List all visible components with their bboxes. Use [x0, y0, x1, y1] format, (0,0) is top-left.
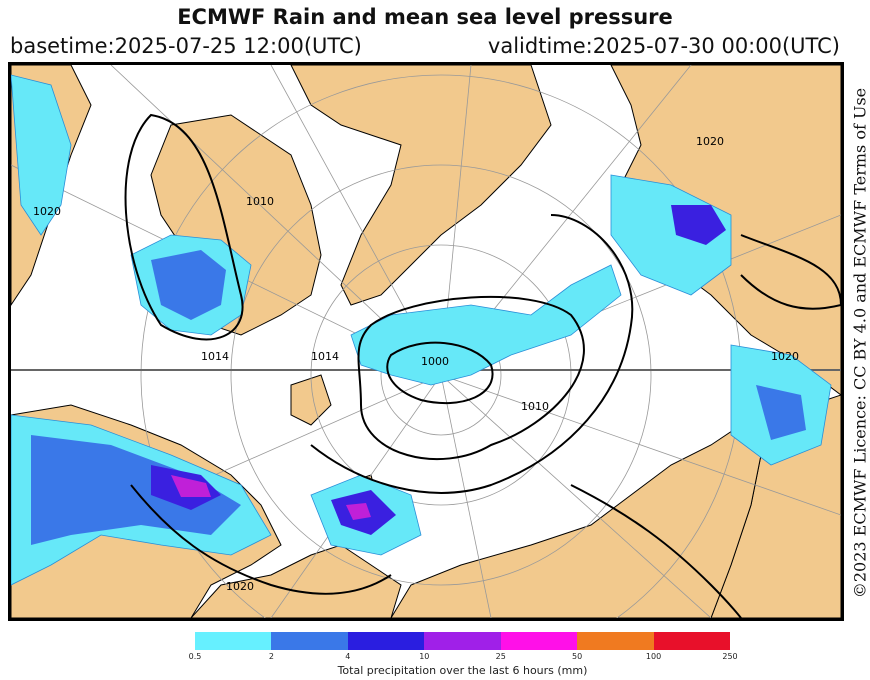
isobar-1010-central: [357, 295, 585, 460]
precipitation-legend: [195, 632, 730, 650]
rain-area-west: [11, 74, 72, 236]
legend-tick: 25: [495, 652, 506, 661]
isobar-label: 1010: [246, 195, 274, 208]
rain-extreme-scandinavia: [171, 475, 211, 497]
isobar-label: 1000: [421, 355, 449, 368]
basetime-label: basetime:2025-07-25 12:00(UTC): [10, 34, 362, 58]
land-canadian-archipelago: [290, 65, 552, 306]
legend-swatch: [347, 632, 425, 650]
isobar-label: 1020: [33, 205, 61, 218]
legend-tick: 0.5: [188, 652, 202, 661]
legend-caption: Total precipitation over the last 6 hour…: [337, 664, 588, 677]
isobar-label: 1010: [521, 400, 549, 413]
rain-area-central: [350, 264, 622, 386]
isobar-label: 1020: [696, 135, 724, 148]
legend-swatch: [577, 632, 654, 650]
isobar-1000: [386, 341, 494, 405]
legend-tick: 2: [268, 652, 274, 661]
legend-swatch: [195, 632, 272, 650]
isobar-south: [130, 484, 392, 595]
isobar-labels: 1010 1020 1014 1014 1000 1010 1020 1020 …: [33, 135, 799, 593]
legend-tick: 250: [722, 652, 738, 661]
isobar-southeast: [570, 484, 742, 618]
legend-tick: 4: [345, 652, 351, 661]
legend-tick: 10: [419, 652, 430, 661]
license-text: ©2023 ECMWF Licence: CC BY 4.0 and ECMWF…: [850, 87, 870, 599]
legend-tick: 50: [572, 652, 583, 661]
rain-core-northeast: [671, 205, 726, 245]
isobar-label: 1014: [311, 350, 339, 363]
isobar-label: 1020: [226, 580, 254, 593]
isobar-1014: [310, 214, 634, 494]
chart-title: ECMWF Rain and mean sea level pressure: [177, 5, 673, 29]
precipitation: [11, 74, 832, 586]
land-svalbard: [290, 374, 332, 426]
land-siberia: [390, 424, 762, 618]
legend-ticks: 0.5 2 4 10 25 50 100 250: [189, 652, 738, 664]
map-canvas: 1010 1020 1014 1014 1000 1010 1020 1020 …: [11, 65, 841, 618]
rain-core-east: [756, 385, 806, 440]
isobar-1020-east: [740, 234, 841, 310]
isobar-label: 1014: [201, 350, 229, 363]
rain-extreme-barents: [346, 503, 371, 520]
legend-swatch: [653, 632, 730, 650]
isobar-label: 1020: [771, 350, 799, 363]
legend-swatch: [271, 632, 348, 650]
legend-swatch: [500, 632, 578, 650]
validtime-label: validtime:2025-07-30 00:00(UTC): [487, 34, 840, 58]
isobar-1010-west: [124, 113, 244, 341]
polar-map: 1010 1020 1014 1014 1000 1010 1020 1020 …: [8, 62, 844, 621]
isobars: [124, 113, 841, 618]
legend-swatch: [424, 632, 501, 650]
legend-tick: 100: [645, 652, 662, 661]
rain-core-baffin: [151, 250, 226, 320]
